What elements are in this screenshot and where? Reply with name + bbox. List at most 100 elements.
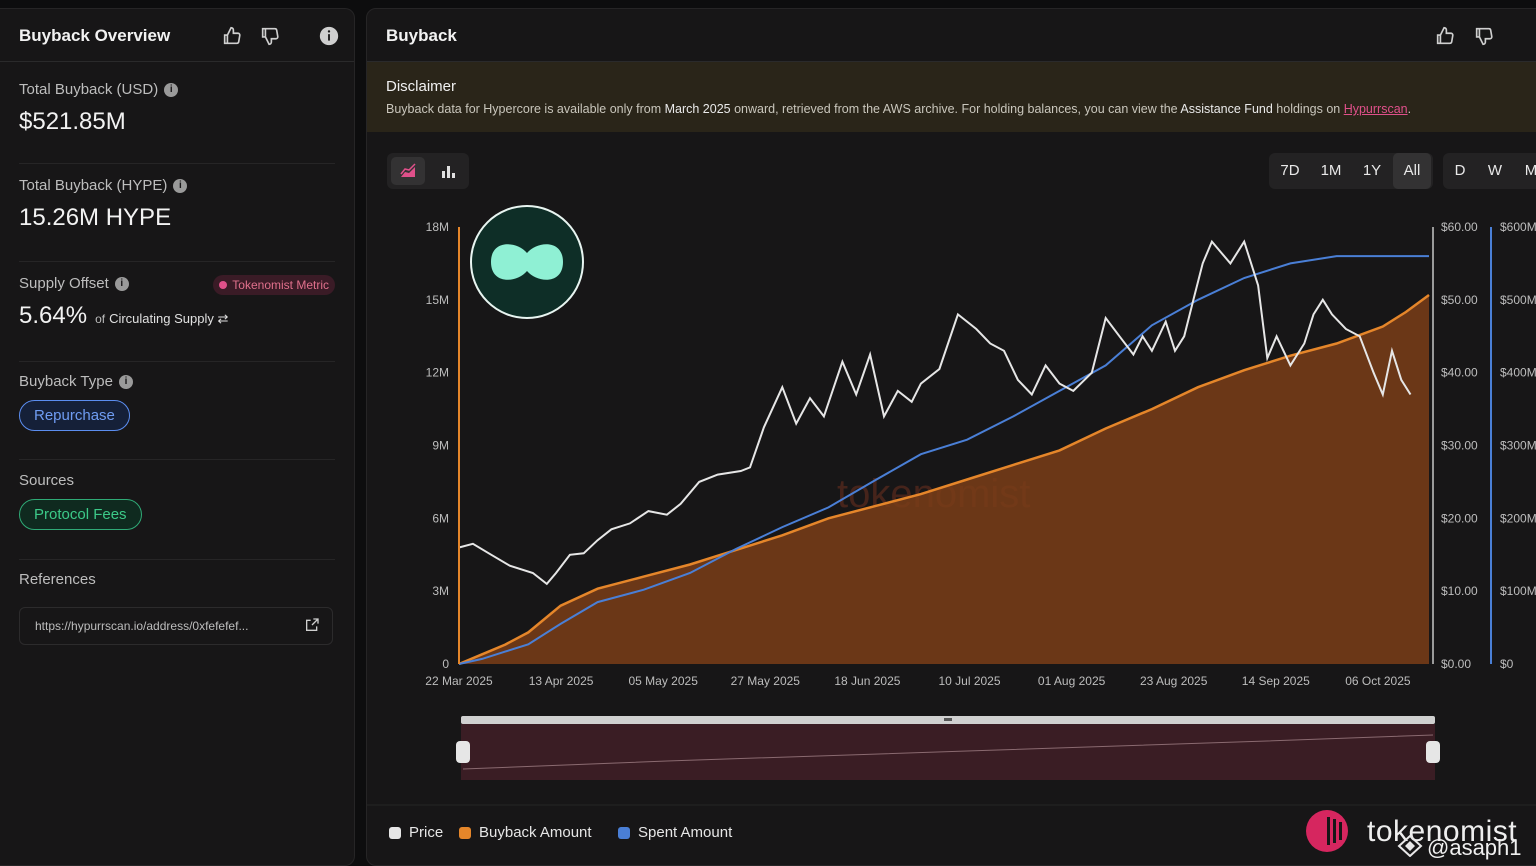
- divider: [19, 559, 335, 560]
- references: References: [19, 571, 335, 588]
- navigator-line: [462, 734, 1434, 770]
- y-left-tick: 18M: [426, 220, 449, 234]
- buyback-type-label: Buyback Type: [19, 373, 113, 390]
- legend-price-label: Price: [409, 824, 444, 841]
- thumbs-down-icon[interactable]: [259, 25, 281, 47]
- disclaimer-title: Disclaimer: [386, 78, 457, 95]
- sources-label: Sources: [19, 472, 75, 489]
- info-icon[interactable]: [318, 25, 340, 47]
- price-swatch: [389, 826, 401, 839]
- y-spent-tick: $0: [1500, 657, 1514, 671]
- legend-spent-amount[interactable]: Spent Amount: [618, 824, 732, 841]
- references-label: References: [19, 571, 96, 588]
- supply-offset-value: 5.64%: [19, 302, 88, 329]
- buyback-type: Buyback Type i Repurchase: [19, 373, 335, 431]
- interval-month[interactable]: M: [1524, 162, 1536, 179]
- y-spent-tick: $500M: [1500, 293, 1536, 307]
- disclaimer-post: holdings on: [1272, 102, 1344, 116]
- divider: [19, 459, 335, 460]
- disclaimer-mid: onward, retrieved from the AWS archive. …: [730, 102, 1181, 116]
- disclaimer-pre: Buyback data for Hypercore is available …: [386, 102, 665, 116]
- disclaimer-date: March 2025: [664, 102, 731, 116]
- legend-buyback-amount[interactable]: Buyback Amount: [459, 824, 592, 841]
- y-spent-tick: $100M: [1500, 584, 1536, 598]
- interval-day[interactable]: D: [1454, 162, 1466, 179]
- y-left-tick: 6M: [432, 511, 449, 525]
- author-handle: @asaph1: [1427, 835, 1522, 860]
- y-spent-tick: $200M: [1500, 511, 1536, 525]
- tokenomist-metric-text: Tokenomist Metric: [232, 278, 329, 292]
- reference-link[interactable]: https://hypurrscan.io/address/0xfefefef.…: [19, 607, 333, 645]
- repurchase-tag: Repurchase: [19, 400, 130, 431]
- bar-chart-button[interactable]: [431, 157, 465, 185]
- range-1m[interactable]: 1M: [1320, 162, 1342, 179]
- area-chart-button[interactable]: [391, 157, 425, 185]
- overview-header: Buyback Overview: [0, 9, 354, 62]
- tokenomist-metric-badge: Tokenomist Metric: [213, 275, 335, 295]
- reference-url: https://hypurrscan.io/address/0xfefefef.…: [35, 619, 249, 633]
- x-tick: 13 Apr 2025: [529, 674, 594, 688]
- navigator-left-handle: [456, 741, 470, 763]
- disclaimer-text: Buyback data for Hypercore is available …: [386, 102, 1411, 116]
- spent-line: [458, 255, 1429, 665]
- y-left-tick: 9M: [432, 439, 449, 453]
- thumbs-up-icon[interactable]: [1434, 25, 1456, 47]
- y-price-tick: $40.00: [1441, 366, 1478, 380]
- divider: [19, 361, 335, 362]
- info-icon[interactable]: i: [114, 276, 129, 291]
- buyback-panel: Buyback Disclaimer Buyback data for Hype…: [366, 8, 1536, 866]
- total-usd-value: $521.85M: [19, 108, 126, 135]
- total-hype-value: 15.26M HYPE: [19, 204, 172, 231]
- x-tick: 18 Jun 2025: [834, 674, 900, 688]
- external-link-icon[interactable]: [304, 617, 320, 638]
- disclaimer-fund: Assistance Fund: [1180, 102, 1273, 116]
- navigator-grip-icon: [944, 718, 952, 721]
- x-tick: 27 May 2025: [731, 674, 801, 688]
- total-buyback-hype: Total Buyback (HYPE) i 15.26M HYPE: [19, 177, 335, 232]
- area-chart-icon: [400, 163, 416, 177]
- y-spent-tick: $400M: [1500, 366, 1536, 380]
- info-icon[interactable]: i: [118, 374, 133, 389]
- x-tick: 23 Aug 2025: [1140, 674, 1208, 688]
- hyperliquid-mark: [491, 244, 563, 280]
- legend-spent-label: Spent Amount: [638, 824, 733, 841]
- x-tick: 10 Jul 2025: [938, 674, 1000, 688]
- hypurrscan-link[interactable]: Hypurrscan: [1343, 102, 1408, 116]
- info-icon[interactable]: i: [164, 82, 179, 97]
- disclaimer-banner: Disclaimer Buyback data for Hypercore is…: [367, 62, 1536, 132]
- buyback-line: [458, 293, 1430, 666]
- thumbs-up-icon[interactable]: [221, 25, 243, 47]
- protocol-fees-tag: Protocol Fees: [19, 499, 142, 530]
- y-price-tick: $60.00: [1441, 220, 1478, 234]
- total-usd-label: Total Buyback (USD): [19, 81, 159, 98]
- sources: Sources Protocol Fees: [19, 472, 335, 530]
- y-left-tick: 12M: [426, 366, 449, 380]
- range-1y[interactable]: 1Y: [1362, 162, 1382, 179]
- y-left-tick: 15M: [426, 293, 449, 307]
- y-price-tick: $0.00: [1441, 657, 1471, 671]
- y-spent-tick: $600M: [1500, 220, 1536, 234]
- diamond-icon: [1397, 834, 1423, 858]
- y-left-tick: 0: [442, 657, 449, 671]
- y-price-tick: $50.00: [1441, 293, 1478, 307]
- divider: [19, 163, 335, 164]
- supply-offset-of: of: [95, 312, 106, 326]
- total-buyback-usd: Total Buyback (USD) i $521.85M: [19, 81, 335, 136]
- legend-price[interactable]: Price: [389, 824, 443, 841]
- interval-week[interactable]: W: [1487, 162, 1503, 179]
- spent-swatch: [618, 826, 630, 839]
- legend-buyback-label: Buyback Amount: [479, 824, 592, 841]
- range-all[interactable]: All: [1393, 153, 1431, 189]
- info-icon[interactable]: i: [173, 178, 188, 193]
- range-7d[interactable]: 7D: [1280, 162, 1300, 179]
- buyback-title: Buyback: [386, 26, 457, 45]
- total-hype-label: Total Buyback (HYPE): [19, 177, 168, 194]
- circulating-supply-toggle[interactable]: Circulating Supply ⇄: [109, 311, 229, 326]
- supply-offset-label: Supply Offset: [19, 275, 109, 292]
- disclaimer-end: .: [1407, 102, 1412, 116]
- x-tick: 01 Aug 2025: [1038, 674, 1106, 688]
- x-tick: 14 Sep 2025: [1242, 674, 1310, 688]
- buyback-area: [459, 295, 1429, 664]
- thumbs-down-icon[interactable]: [1473, 25, 1495, 47]
- overview-title: Buyback Overview: [19, 26, 171, 45]
